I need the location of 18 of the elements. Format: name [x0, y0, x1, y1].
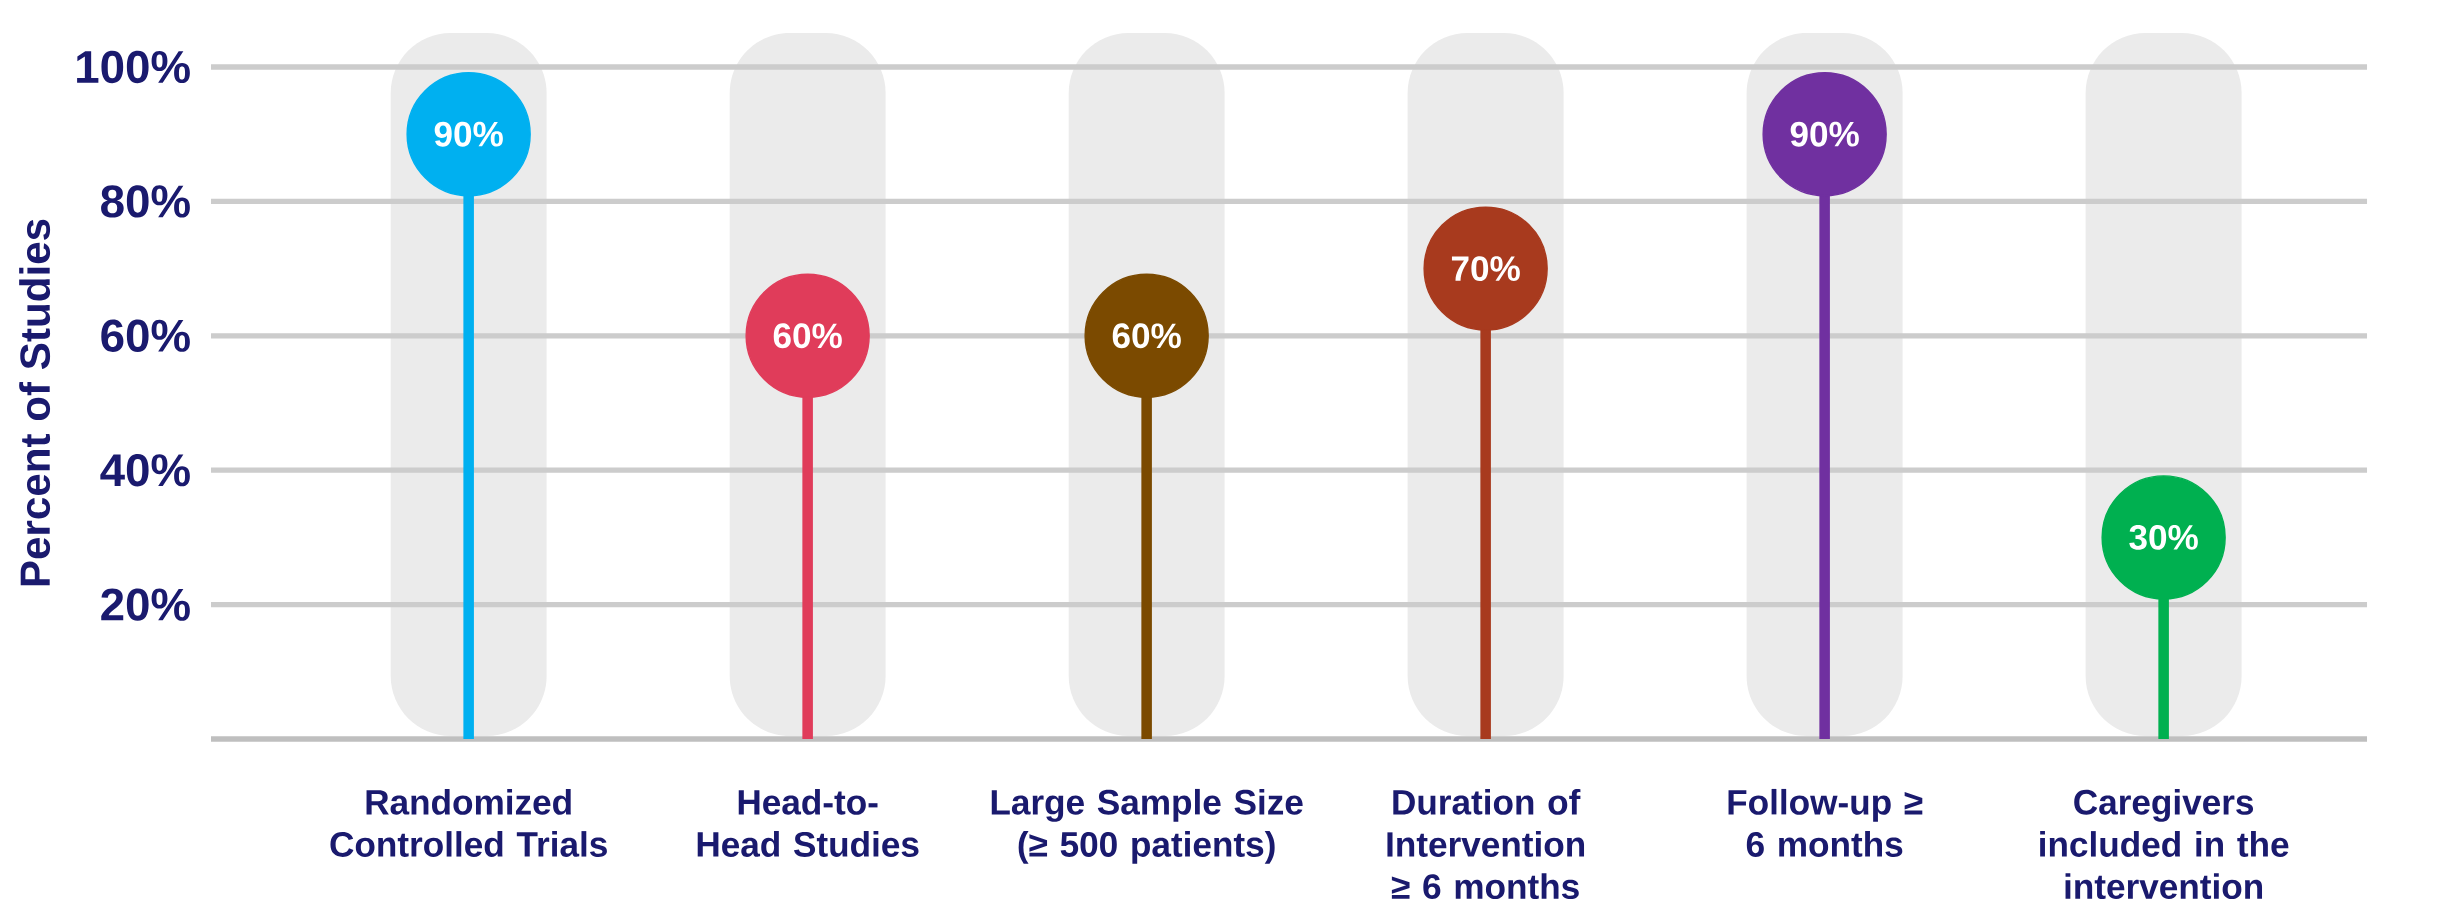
y-tick-label: 80%	[101, 185, 190, 218]
data-label: 30%	[2129, 524, 2198, 550]
y-tick-label: 40%	[100, 454, 190, 487]
y-tick-label: 20%	[101, 588, 190, 621]
data-label: 90%	[1790, 121, 1859, 147]
x-tick-label: Duration of Intervention ≥ 6 months	[1387, 788, 1585, 900]
data-label: 60%	[1112, 323, 1181, 349]
x-tick-label: Caregivers included in the intervention	[2040, 788, 2289, 900]
y-tick-label: 100%	[77, 50, 190, 84]
x-tick-label: Randomized Controlled Trials	[330, 788, 607, 857]
y-axis-title: Percent of Studies	[19, 219, 51, 586]
data-label: 90%	[434, 121, 503, 147]
x-tick-label: Follow-up ≥ 6 months	[1728, 788, 1923, 857]
data-label: 70%	[1451, 256, 1520, 282]
y-tick-label: 60%	[101, 319, 190, 352]
x-tick-label: Large Sample Size (≥ 500 patients)	[991, 788, 1303, 864]
data-label: 60%	[773, 323, 842, 349]
x-tick-label: Head-to-Head Studies	[697, 788, 919, 857]
